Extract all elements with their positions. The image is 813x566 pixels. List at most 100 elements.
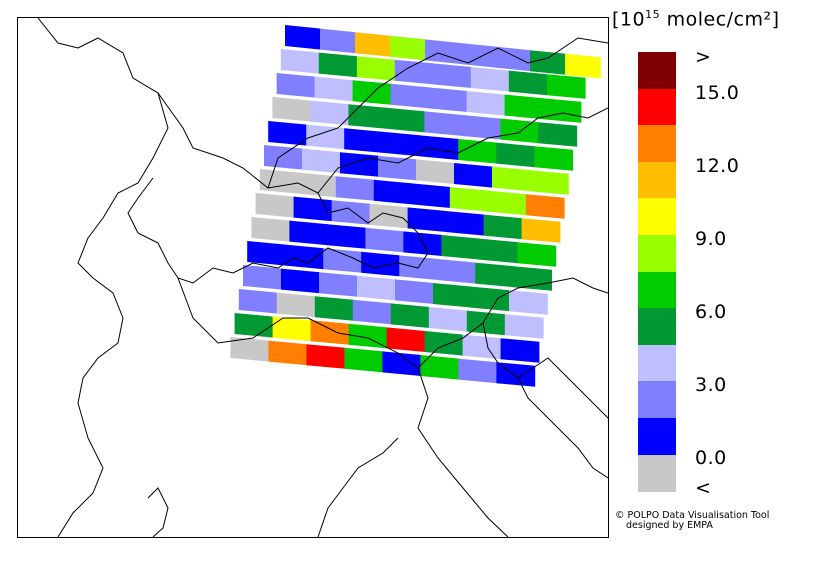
swath-pixel [513,266,552,291]
swath-pixel [420,355,460,380]
legend-swatch-below-min [638,454,676,492]
swath-pixel [386,107,426,133]
legend-swatch-4.5-6 [638,308,676,346]
swath-pixel [462,334,502,360]
croatia-coast [517,357,608,419]
swath-pixel [373,179,413,205]
country-borders [37,18,608,537]
swath-pixel [394,59,434,85]
swath-pixel [530,170,569,195]
swath-pixel [281,268,320,294]
swath-pixel [310,320,350,345]
swath-pixel [382,351,422,376]
swath-pixel [445,211,485,236]
swath-pixel [319,272,358,297]
swath-pixel [534,146,573,171]
swath-pixel [475,262,514,288]
swath-pixel [285,244,324,270]
legend-title: [1015 molec/cm²] [612,8,780,31]
swath-pixel [323,248,362,273]
swath-pixel [508,70,548,96]
swath-pixel [306,344,346,369]
swath-pixel [355,32,391,57]
swath-pixel [390,35,426,61]
swath-pixel [251,217,291,242]
austria-border [317,107,608,194]
swath-pixel [483,214,523,240]
swath-pixel [390,83,430,109]
swath-pixel [255,193,295,218]
swath-pixel [424,111,464,136]
swath-pixel [348,323,388,349]
swath-pixel [344,128,383,153]
swath-pixel [460,43,496,68]
swath-pixel [352,80,392,105]
swath-pixel [276,73,316,98]
swath-pixel [310,100,350,126]
swath-pixel [230,337,270,362]
swath-pixel [234,313,274,338]
swath-pixel [361,251,400,277]
slovenia-border [482,277,608,324]
swath-pixel [395,279,434,304]
swath-pixel [500,338,540,363]
swath-pixel [314,296,354,321]
legend-swatch-12-13.5 [638,125,676,163]
legend-swatch-7.5-9 [638,235,676,272]
swath-pixel [293,196,333,222]
swath-pixel [496,362,536,387]
swath-pixel [546,74,586,99]
tyrrhenian-coast [317,437,399,537]
swath-pixel [458,358,498,384]
swath-pixel [471,286,510,312]
legend-tick-above: > [695,46,712,68]
swath-pixel [289,220,329,246]
swath-pixel [264,145,303,170]
swath-pixel [525,194,565,219]
swath-pixel [542,98,582,123]
swath-pixel [538,122,578,147]
swath-pixel [386,327,426,352]
swath-pixel [348,104,388,129]
swath-pixel [285,25,321,50]
swath-pixel [462,115,502,140]
swath-pixel [331,200,371,225]
swath-pixel [378,155,417,181]
swath-pixel [509,290,548,315]
legend-swatch-10.5-12 [638,161,676,199]
swath-pixel [280,49,320,74]
swath-pixel [470,67,510,92]
legend-swatch-above-max [638,52,676,89]
swath-pixel [420,135,459,160]
swath-pixel [352,299,392,325]
legend-tick-12: 12.0 [695,155,740,177]
france-border [37,18,169,537]
swath-pixel [530,50,566,75]
swath-pixel [390,303,430,328]
legend-tick-below: < [695,477,712,499]
swiss-border [127,92,429,284]
swath-pixel [517,242,557,267]
swath-pixel [428,307,468,332]
swath-pixel [425,39,461,64]
map-canvas [37,18,608,537]
swath-pixel [565,53,601,79]
legend-swatch-9-10.5 [638,198,676,236]
corsica [147,487,169,537]
swath-pixel [272,316,312,342]
legend-swatch-13.5-15 [638,88,676,126]
swath-pixel [268,121,307,146]
swath-pixel [243,265,282,290]
legend-swatch-6-7.5 [638,271,676,309]
swath-pixel [382,131,421,157]
swath-pixel [411,183,451,208]
satellite-swath-layer [230,25,601,387]
legend-swatch-1.5-3 [638,381,676,419]
swath-pixel [492,166,531,192]
legend-tick-9: 9.0 [695,228,727,250]
swath-pixel [458,139,497,164]
swath-pixel [302,148,341,174]
swath-pixel [369,203,409,229]
swath-pixel [238,289,278,314]
swath-pixel [335,176,375,201]
